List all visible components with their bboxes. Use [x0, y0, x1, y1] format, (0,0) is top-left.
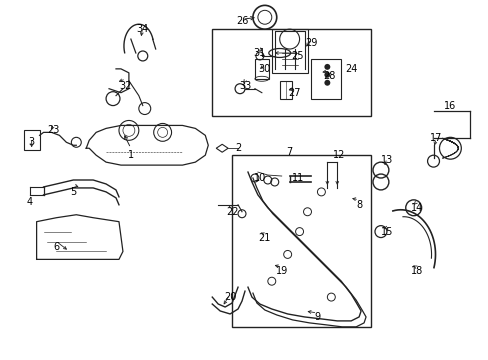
Bar — [254, 59, 268, 79]
Text: 30: 30 — [258, 64, 270, 74]
Text: 27: 27 — [288, 88, 300, 98]
Text: 13: 13 — [380, 155, 392, 165]
Bar — [212, 29, 370, 116]
Bar — [311, 59, 341, 99]
Text: 2: 2 — [234, 143, 241, 153]
Bar — [279, 81, 291, 99]
Bar — [24, 130, 40, 150]
Bar — [271, 29, 307, 73]
Text: 26: 26 — [235, 16, 248, 26]
Text: 34: 34 — [136, 24, 149, 34]
Text: 29: 29 — [305, 38, 317, 48]
Text: 21: 21 — [258, 233, 270, 243]
Text: 8: 8 — [355, 200, 362, 210]
Text: 7: 7 — [286, 147, 292, 157]
Text: 4: 4 — [26, 197, 33, 207]
Text: 25: 25 — [291, 51, 303, 61]
Text: 14: 14 — [410, 203, 422, 213]
Text: 22: 22 — [225, 207, 238, 217]
Text: 10: 10 — [253, 173, 265, 183]
Text: 5: 5 — [70, 187, 76, 197]
Text: 19: 19 — [275, 266, 287, 276]
Text: 12: 12 — [332, 150, 345, 160]
Text: 23: 23 — [47, 125, 60, 135]
Text: 15: 15 — [380, 226, 392, 237]
Text: 1: 1 — [127, 150, 134, 160]
Text: 17: 17 — [429, 133, 442, 143]
Text: 28: 28 — [323, 71, 335, 81]
Text: 16: 16 — [444, 100, 456, 111]
Text: 24: 24 — [344, 64, 357, 74]
Text: 20: 20 — [224, 292, 236, 302]
Text: 9: 9 — [314, 312, 320, 322]
Text: 18: 18 — [410, 266, 422, 276]
Text: 33: 33 — [238, 81, 251, 91]
Circle shape — [324, 80, 330, 86]
Text: 32: 32 — [120, 81, 132, 91]
Text: 11: 11 — [291, 173, 303, 183]
Text: 31: 31 — [253, 48, 265, 58]
Text: 6: 6 — [53, 243, 60, 252]
Bar — [232, 155, 370, 327]
Circle shape — [324, 72, 330, 78]
Text: 3: 3 — [28, 137, 35, 147]
Circle shape — [324, 64, 330, 70]
